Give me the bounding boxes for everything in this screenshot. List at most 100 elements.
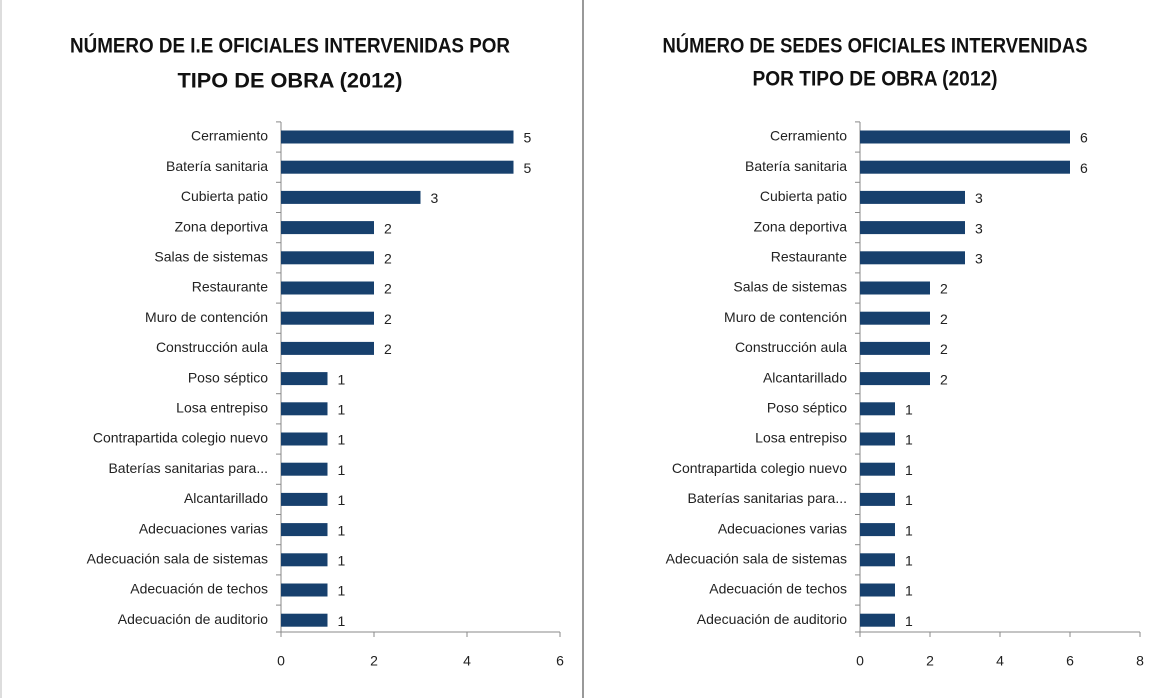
bar xyxy=(860,190,965,204)
value-label: 1 xyxy=(338,462,346,478)
value-label: 1 xyxy=(905,613,913,629)
category-label: Contrapartida colegio nuevo xyxy=(93,430,268,446)
value-label: 2 xyxy=(384,281,392,297)
x-tick-label: 4 xyxy=(463,653,471,669)
value-label: 2 xyxy=(940,281,948,297)
chart-title: NÚMERO DE SEDES OFICIALES INTERVENIDAS xyxy=(663,34,1088,58)
bar xyxy=(860,523,895,537)
value-label: 1 xyxy=(905,522,913,538)
category-label: Construcción aula xyxy=(156,339,268,355)
bar xyxy=(860,372,930,386)
x-tick-label: 2 xyxy=(926,653,934,669)
category-label: Losa entrepiso xyxy=(755,430,847,446)
bar xyxy=(281,190,421,204)
x-tick-label: 8 xyxy=(1136,653,1144,669)
category-label: Adecuación de auditorio xyxy=(118,611,268,627)
value-label: 5 xyxy=(524,130,532,146)
chart-title: POR TIPO DE OBRA (2012) xyxy=(753,68,998,91)
value-label: 1 xyxy=(338,553,346,569)
bar xyxy=(860,281,930,295)
category-label: Cerramiento xyxy=(191,128,268,144)
bar xyxy=(281,492,328,506)
bar xyxy=(860,553,895,567)
category-label: Poso séptico xyxy=(188,369,268,385)
category-label: Adecuación de techos xyxy=(130,581,268,597)
bar xyxy=(860,221,965,235)
value-label: 3 xyxy=(975,251,983,267)
category-label: Poso séptico xyxy=(767,400,847,416)
category-label: Adecuaciones varias xyxy=(139,520,268,536)
value-label: 6 xyxy=(1080,160,1088,176)
value-label: 1 xyxy=(338,432,346,448)
category-label: Restaurante xyxy=(192,279,268,295)
bar xyxy=(860,341,930,355)
category-label: Batería sanitaria xyxy=(745,158,847,174)
category-label: Zona deportiva xyxy=(175,218,269,234)
x-tick-label: 6 xyxy=(1066,653,1074,669)
bar xyxy=(281,221,374,235)
value-label: 1 xyxy=(905,553,913,569)
x-tick-label: 4 xyxy=(996,653,1004,669)
category-label: Muro de contención xyxy=(724,309,847,325)
bar xyxy=(281,613,328,627)
category-label: Baterías sanitarias para... xyxy=(687,490,847,506)
value-label: 1 xyxy=(905,462,913,478)
value-label: 1 xyxy=(338,492,346,508)
value-label: 5 xyxy=(524,160,532,176)
bar xyxy=(281,432,328,446)
bar xyxy=(281,583,328,597)
bar xyxy=(860,583,895,597)
category-label: Adecuación de techos xyxy=(709,581,847,597)
bar xyxy=(281,553,328,567)
category-label: Salas de sistemas xyxy=(154,249,268,265)
value-label: 6 xyxy=(1080,130,1088,146)
value-label: 1 xyxy=(338,583,346,599)
value-label: 2 xyxy=(384,311,392,327)
x-tick-label: 6 xyxy=(556,653,564,669)
category-label: Batería sanitaria xyxy=(166,158,268,174)
value-label: 2 xyxy=(940,341,948,357)
bar xyxy=(860,160,1070,174)
bar xyxy=(860,402,895,416)
value-label: 1 xyxy=(905,402,913,418)
category-label: Cubierta patio xyxy=(181,188,268,204)
bar xyxy=(281,160,514,174)
bar xyxy=(860,613,895,627)
value-label: 2 xyxy=(384,220,392,236)
x-tick-label: 0 xyxy=(277,653,285,669)
category-label: Adecuación sala de sistemas xyxy=(666,551,847,567)
value-label: 1 xyxy=(905,583,913,599)
bar xyxy=(860,251,965,265)
value-label: 1 xyxy=(338,613,346,629)
category-label: Adecuación de auditorio xyxy=(697,611,847,627)
category-label: Alcantarillado xyxy=(763,369,847,385)
bar xyxy=(281,251,374,265)
bar xyxy=(860,311,930,325)
category-label: Zona deportiva xyxy=(754,218,848,234)
category-label: Restaurante xyxy=(771,249,847,265)
category-label: Baterías sanitarias para... xyxy=(108,460,268,476)
value-label: 1 xyxy=(905,492,913,508)
category-label: Adecuación sala de sistemas xyxy=(87,551,268,567)
category-label: Alcantarillado xyxy=(184,490,268,506)
value-label: 3 xyxy=(431,190,439,206)
bar xyxy=(281,372,328,386)
bar xyxy=(281,130,514,144)
value-label: 3 xyxy=(975,220,983,236)
bar xyxy=(281,462,328,476)
bar xyxy=(281,341,374,355)
category-label: Contrapartida colegio nuevo xyxy=(672,460,847,476)
value-label: 2 xyxy=(940,311,948,327)
bar xyxy=(281,311,374,325)
value-label: 1 xyxy=(338,522,346,538)
value-label: 1 xyxy=(338,371,346,387)
bar xyxy=(281,281,374,295)
value-label: 2 xyxy=(940,371,948,387)
x-tick-label: 0 xyxy=(856,653,864,669)
bar xyxy=(860,130,1070,144)
category-label: Losa entrepiso xyxy=(176,400,268,416)
bar xyxy=(860,432,895,446)
value-label: 2 xyxy=(384,251,392,267)
category-label: Adecuaciones varias xyxy=(718,520,847,536)
